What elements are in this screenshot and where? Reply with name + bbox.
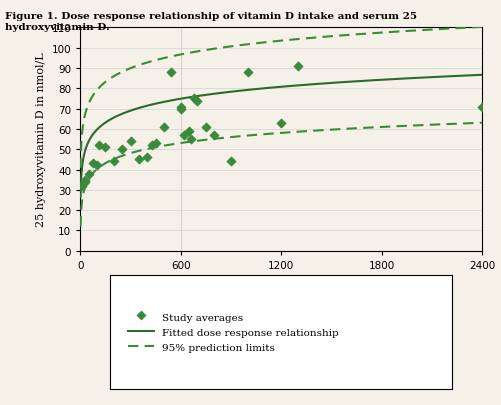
Point bbox=[190, 96, 198, 102]
Point bbox=[477, 104, 485, 111]
Point bbox=[93, 163, 101, 169]
Point bbox=[80, 177, 88, 183]
Point bbox=[95, 143, 103, 149]
Point bbox=[160, 124, 168, 131]
Point bbox=[110, 159, 118, 165]
Point bbox=[89, 161, 97, 167]
Point bbox=[243, 70, 251, 76]
Point bbox=[185, 128, 193, 135]
Point bbox=[85, 171, 93, 177]
Point bbox=[81, 179, 89, 185]
Point bbox=[118, 147, 126, 153]
Point bbox=[135, 157, 143, 163]
Legend: Study averages, Fitted dose response relationship, 95% prediction limits: Study averages, Fitted dose response rel… bbox=[122, 307, 343, 358]
Point bbox=[201, 124, 209, 131]
Point bbox=[78, 183, 86, 190]
Text: Figure 1. Dose response relationship of vitamin D intake and serum 25 hydroxyvit: Figure 1. Dose response relationship of … bbox=[5, 12, 416, 32]
Point bbox=[193, 98, 201, 104]
Point bbox=[277, 120, 285, 127]
Y-axis label: 25 hydroxyvitamin D in nmol/L: 25 hydroxyvitamin D in nmol/L bbox=[36, 53, 46, 227]
Point bbox=[210, 132, 218, 139]
Point bbox=[293, 64, 301, 70]
Point bbox=[186, 136, 194, 143]
Point bbox=[176, 104, 184, 111]
Point bbox=[101, 145, 109, 151]
X-axis label: Vitamin D intake in IU per day: Vitamin D intake in IU per day bbox=[194, 276, 367, 286]
Point bbox=[176, 106, 184, 113]
Point bbox=[143, 155, 151, 161]
Point bbox=[180, 132, 188, 139]
Point bbox=[148, 143, 156, 149]
Point bbox=[126, 139, 134, 145]
Point bbox=[166, 70, 174, 76]
Point bbox=[151, 141, 159, 147]
Point bbox=[226, 159, 234, 165]
